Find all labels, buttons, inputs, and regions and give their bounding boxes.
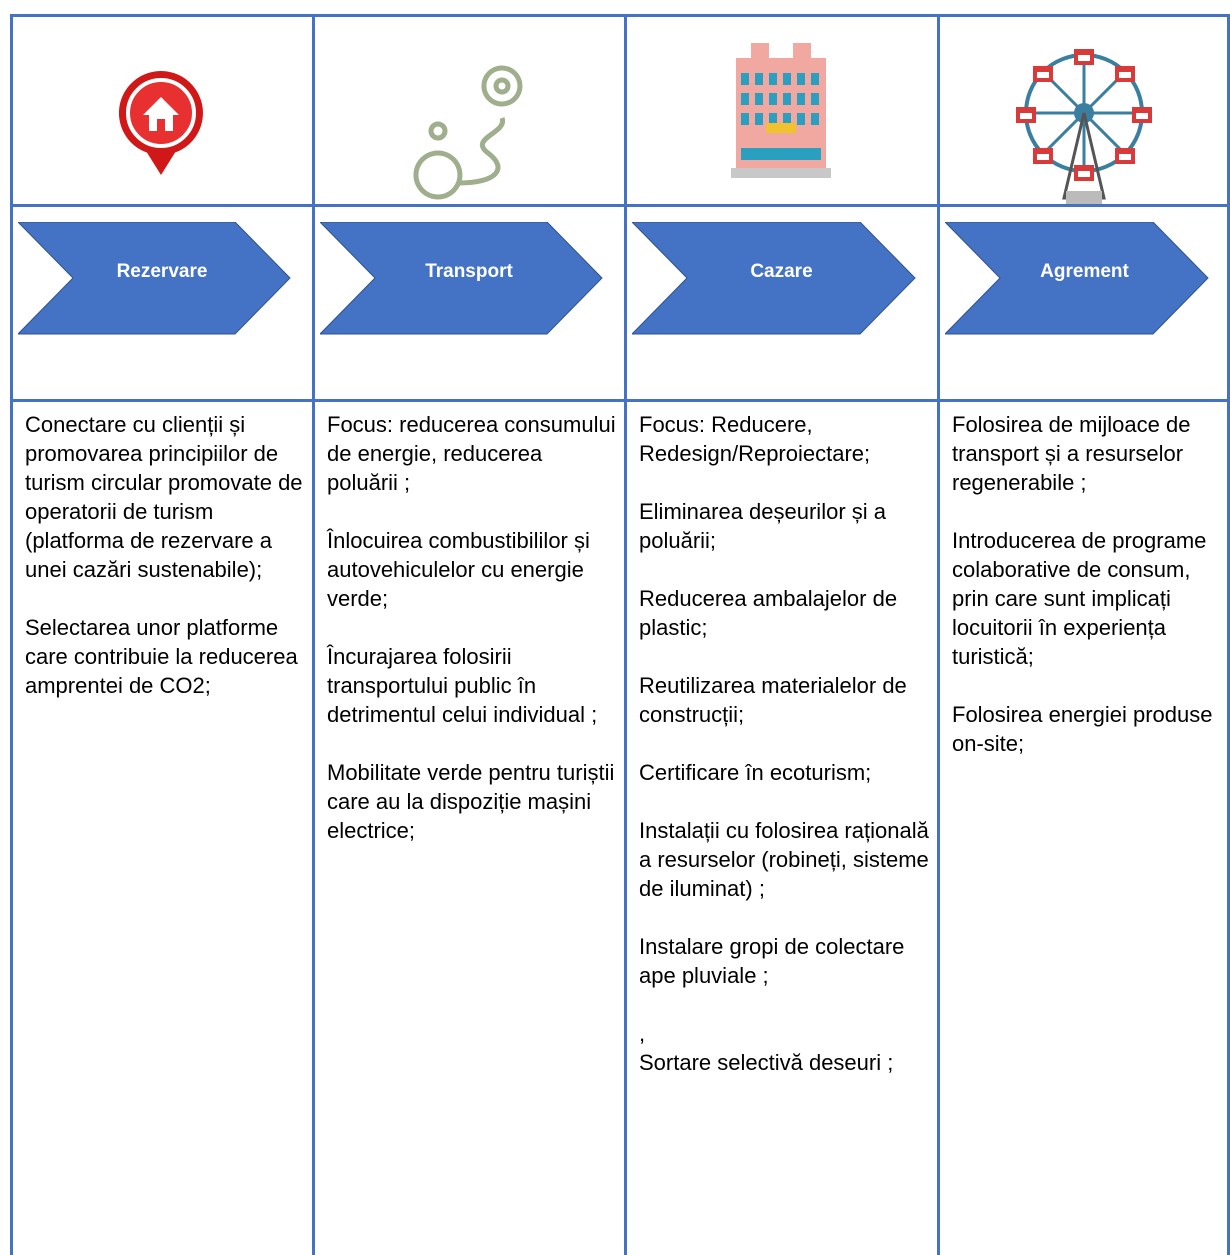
paragraph: Înlocuirea combustibililor și autovehicu…	[327, 528, 590, 611]
column-text: Focus: Reducere, Redesign/Reproiectare; E…	[639, 410, 932, 1106]
paragraph: , Sortare selectivă deseuri ;	[639, 1021, 894, 1075]
page: Rezervare Conectare cu clienții și promov…	[10, 14, 1230, 1255]
arrow-shape	[945, 222, 1209, 335]
arrow-shape	[632, 222, 916, 335]
paragraph: Folosirea de mijloace de transport și a …	[952, 412, 1191, 495]
paragraph: Reutilizarea materialelor de construcții…	[639, 673, 907, 727]
column-border	[312, 15, 315, 1255]
paragraph: Conectare cu clienții și promovarea prin…	[25, 412, 303, 582]
paragraph: Folosirea energiei produse on-site;	[952, 702, 1213, 756]
grid-line	[10, 14, 1230, 17]
paragraph: Introducerea de programe colaborative de…	[952, 528, 1207, 669]
paragraph: Mobilitate verde pentru turiștii care au…	[327, 760, 615, 843]
paragraph: Focus: reducerea consumului de energie, …	[327, 412, 616, 495]
paragraph: Eliminarea deșeurilor și a poluării;	[639, 499, 886, 553]
column-text: Folosirea de mijloace de transport și a …	[952, 410, 1225, 787]
column-text: Focus: reducerea consumului de energie, …	[327, 410, 619, 874]
column-icon	[413, 65, 523, 200]
column-border	[937, 15, 940, 1255]
paragraph: Focus: Reducere, Redesign/Reproiectare;	[639, 412, 871, 466]
arrow-shape	[320, 222, 603, 335]
icon-graphic	[413, 65, 523, 200]
arrow-shape	[18, 222, 291, 335]
stage-label: Rezervare	[117, 261, 208, 282]
grid-line	[10, 204, 1230, 207]
stage-arrow: Cazare	[632, 222, 916, 335]
paragraph: Instalații cu folosirea rațională a resu…	[639, 818, 929, 901]
paragraph: Încurajarea folosirii transportului publ…	[327, 644, 598, 727]
column-border	[624, 15, 627, 1255]
grid-line	[10, 399, 1230, 402]
paragraph: Selectarea unor platforme care contribui…	[25, 615, 298, 698]
column-icon	[118, 71, 203, 175]
stage-label: Agrement	[1040, 261, 1129, 282]
paragraph: Certificare în ecoturism;	[639, 760, 872, 785]
paragraph: Reducerea ambalajelor de plastic;	[639, 586, 898, 640]
paragraph: Instalare gropi de colectare ape pluvial…	[639, 934, 905, 988]
column-icon	[730, 43, 831, 178]
column-text: Conectare cu clienții și promovarea prin…	[25, 410, 307, 729]
grid-line	[1227, 15, 1230, 1255]
icon-graphic	[118, 71, 203, 175]
column-border	[10, 15, 13, 1255]
column-icon	[1015, 49, 1152, 204]
stage-arrow: Transport	[320, 222, 603, 335]
stage-arrow: Rezervare	[18, 222, 291, 335]
stage-label: Transport	[425, 261, 513, 282]
stage-label: Cazare	[750, 261, 812, 282]
icon-graphic	[1015, 49, 1152, 204]
stage-arrow: Agrement	[945, 222, 1209, 335]
icon-graphic	[730, 43, 831, 178]
